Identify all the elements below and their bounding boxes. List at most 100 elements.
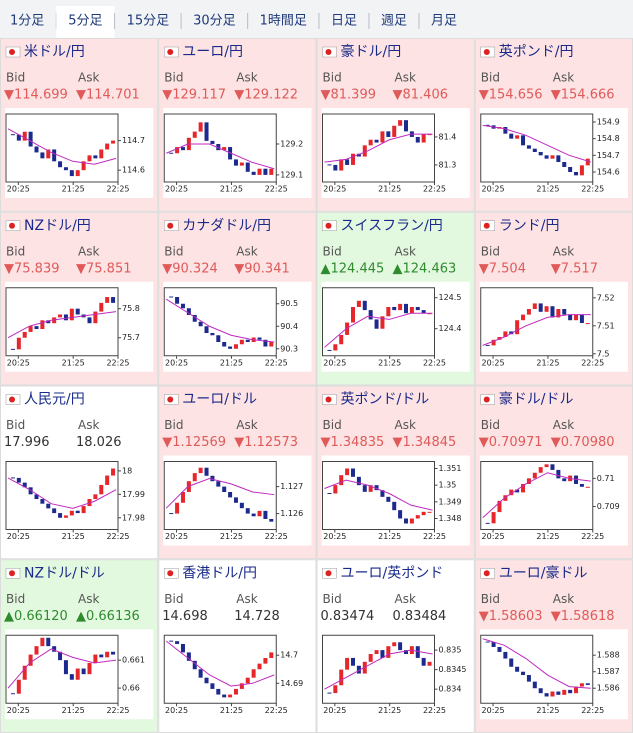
y-tick-label: 17.98 [122,513,145,522]
candle [222,342,227,347]
tab[interactable]: 月足 [431,14,457,29]
y-tick-label: 0.66 [122,684,140,693]
pair-name[interactable]: スイスフラン/円 [341,218,443,234]
tab[interactable]: 日足 [331,14,357,29]
candle [222,486,227,492]
candle [10,477,15,479]
candle [556,155,561,162]
candle [192,473,197,482]
tab[interactable]: 1分足 [10,14,44,29]
y-tick-label: 1.586 [597,684,620,693]
x-tick-label: 21:25 [62,185,85,194]
candle [16,337,21,350]
candle [538,467,543,473]
pair-name[interactable]: 米ドル/円 [24,44,85,60]
flag-icon [9,396,15,403]
pair-name[interactable]: 英ポンド/ドル [341,391,430,408]
tab[interactable]: 30分足 [193,14,236,29]
pair-name[interactable]: カナダドル/円 [182,218,271,234]
x-tick-label: 22:25 [423,358,446,367]
candle [81,161,86,171]
y-tick-label: 75.8 [122,304,140,313]
candle [351,468,355,477]
candle [415,646,420,658]
candle [368,654,373,662]
candle [69,510,74,516]
candle [339,669,344,686]
candle [550,306,555,318]
candle [251,669,256,678]
candle [34,646,39,655]
candle [585,323,590,325]
candle [75,308,80,315]
candle [345,159,350,165]
candle [327,692,332,694]
x-tick-label: 20:25 [165,706,188,715]
moving-average [482,638,591,689]
ask-price: ▲0.66136 [76,609,140,624]
ask-label: Ask [395,418,416,432]
pair-name[interactable]: 人民元/円 [24,392,85,408]
bid-label: Bid [164,71,183,85]
moving-average [324,649,433,690]
candle [485,124,490,126]
bid-label: Bid [323,71,342,85]
pair-name[interactable]: 英ポンド/円 [499,43,574,60]
candle [538,688,543,694]
y-tick-label: 1.587 [597,667,620,676]
tab[interactable]: 5分足 [68,14,102,29]
tab[interactable]: 週足 [381,14,407,29]
pair-name[interactable]: ユーロ/円 [182,44,243,60]
candle [515,135,520,139]
pair-name[interactable]: NZドル/円 [24,218,91,234]
ask-label: Ask [236,418,257,432]
bid-price: 14.698 [162,609,208,624]
candle [210,333,215,336]
candle [562,689,567,695]
ask-price: ▼129.122 [234,88,298,103]
x-tick-label: 22:25 [106,185,129,194]
pair-name[interactable]: NZドル/ドル [24,565,105,581]
pair-name[interactable]: 豪ドル/ドル [499,392,574,408]
tab[interactable]: 15分足 [127,14,170,29]
y-tick-label: 124.4 [439,324,462,333]
candle [509,133,514,139]
pair-name[interactable]: ユーロ/ドル [182,392,257,408]
candle [568,167,573,172]
x-tick-label: 21:25 [220,532,243,541]
bid-price: ▼114.699 [4,88,68,103]
candle [269,168,274,175]
candle [40,499,45,504]
candle [269,652,274,659]
candle [574,172,579,176]
candle [87,662,92,675]
tab[interactable]: 1時間足 [260,14,307,29]
ask-label: Ask [78,71,99,85]
candle [105,297,110,303]
bid-label: Bid [6,71,25,85]
candle [216,143,221,151]
candle [239,502,244,509]
ask-label: Ask [395,592,416,606]
candle [404,650,408,655]
candle [380,131,385,143]
candle [333,485,338,494]
x-tick-label: 20:25 [482,706,505,715]
candle [351,657,355,666]
flag-icon [167,49,174,55]
bid-label: Bid [481,244,500,258]
pair-name[interactable]: ユーロ/豪ドル [499,565,588,581]
candle [22,131,27,141]
candle [509,658,514,667]
y-tick-label: 14.69 [280,679,303,688]
x-tick-label: 21:25 [62,532,85,541]
pair-name[interactable]: ユーロ/英ポンド [341,564,444,581]
candle [392,125,397,137]
pair-name[interactable]: 香港ドル/円 [182,565,257,581]
pair-name[interactable]: ランド/円 [499,218,560,234]
flag-icon [9,49,15,55]
plot-area [5,461,119,530]
candle [93,155,98,159]
pair-name[interactable]: 豪ドル/円 [341,44,402,60]
candle [87,155,92,162]
